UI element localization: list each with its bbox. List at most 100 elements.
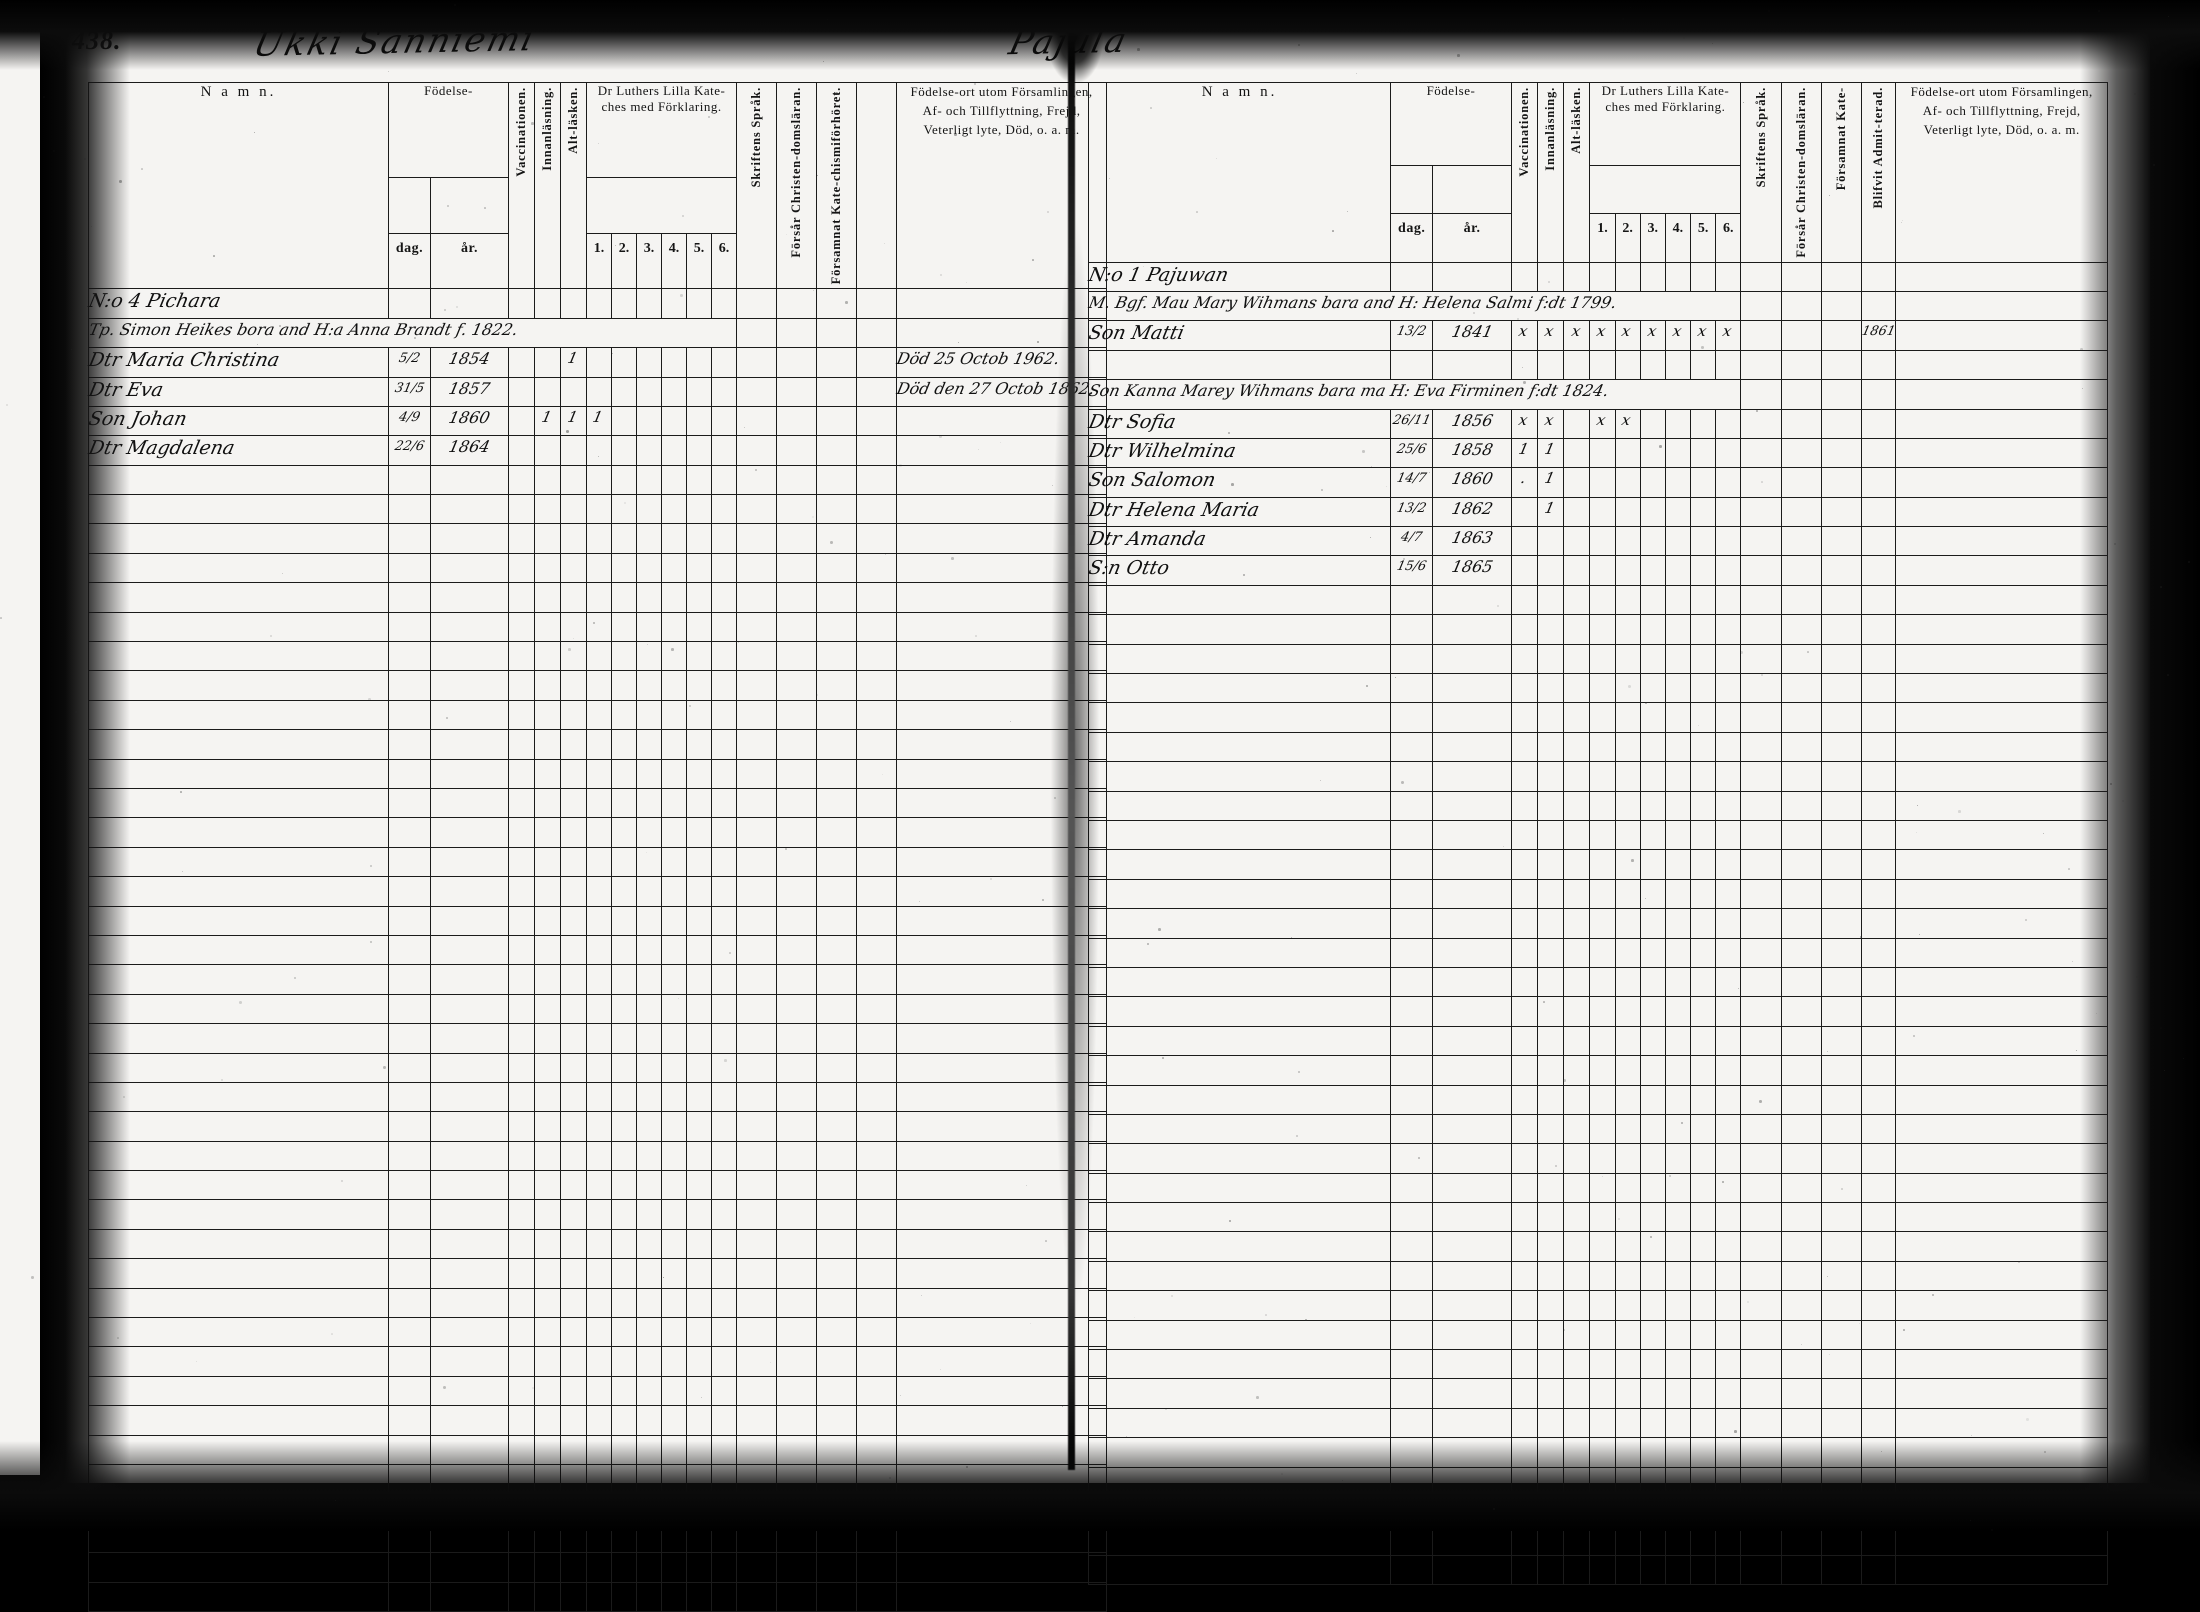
empty-cell [1390, 937, 1434, 968]
empty-cell [1861, 1231, 1897, 1262]
empty-cell [1589, 878, 1616, 910]
empty-cell [1820, 1055, 1863, 1086]
empty-cell [776, 464, 818, 496]
empty-cell [636, 494, 662, 525]
empty-cell [1087, 1437, 1392, 1468]
row-skr [1740, 555, 1782, 586]
empty-cell [1639, 1525, 1666, 1556]
empty-cell [586, 934, 612, 966]
empty-cell [1715, 1113, 1742, 1145]
row-skr [1740, 408, 1782, 439]
empty-cell [1639, 849, 1666, 880]
empty-cell [661, 1522, 687, 1554]
empty-cell [856, 1199, 898, 1230]
empty-cell [88, 993, 389, 1025]
empty-cell [686, 1228, 712, 1260]
empty-cell [736, 846, 778, 878]
empty-cell [1895, 1407, 2108, 1439]
empty-cell [1740, 1525, 1782, 1556]
empty-cell [1087, 1260, 1392, 1292]
row-innanlasning [1537, 555, 1565, 586]
empty-cell [1689, 966, 1717, 998]
header-katekes-4-right: 4. [1664, 213, 1692, 263]
row-blf [1861, 437, 1897, 469]
handwritten-entry: x [1517, 410, 1532, 429]
empty-cell [1780, 1172, 1822, 1204]
row-fch [1780, 555, 1822, 586]
empty-cell [508, 1552, 535, 1583]
empty-cell [1639, 1378, 1666, 1409]
row-katekes-3 [636, 347, 662, 378]
handwritten-entry: 1 [565, 349, 582, 368]
empty-cell [710, 670, 738, 701]
right-register-table: N a m n. Födelse- Vaccinationen. Innanlä… [1087, 82, 2108, 1586]
empty-cell [88, 1434, 389, 1465]
row-katekes-2 [611, 435, 637, 466]
empty-cell [430, 494, 509, 525]
empty-cell [1614, 1143, 1641, 1174]
empty-cell [1563, 1084, 1591, 1115]
empty-cell [1432, 849, 1512, 880]
empty-cell [896, 552, 1108, 584]
empty-cell [816, 699, 858, 731]
empty-cell [534, 1552, 561, 1583]
handwritten-entry: 1862 [1449, 498, 1495, 518]
row-blf: 1861 [1861, 320, 1897, 351]
empty-cell [88, 1111, 389, 1142]
empty-cell [1563, 878, 1591, 910]
empty-cell [1664, 731, 1692, 763]
empty-cell [388, 993, 431, 1025]
empty-cell [611, 1287, 637, 1319]
empty-cell [560, 1375, 587, 1407]
empty-cell [586, 876, 612, 907]
row-katekes-4 [1664, 526, 1692, 557]
empty-cell [1563, 1172, 1591, 1204]
empty-cell [1689, 1113, 1717, 1145]
empty-cell [1563, 1260, 1591, 1292]
row-fch [1780, 467, 1822, 498]
row-skr [736, 317, 778, 349]
row-katekes-6 [710, 435, 738, 466]
row-fch [1780, 320, 1822, 351]
empty-cell [430, 611, 509, 643]
empty-cell [636, 641, 662, 672]
empty-cell [508, 494, 535, 525]
empty-cell [1780, 1525, 1822, 1556]
empty-cell [1820, 790, 1863, 821]
header-katekes-5-left: 5. [686, 232, 712, 290]
table-row: Tp. Simon Heikes bora and H:a Anna Brand… [87, 317, 1108, 349]
empty-cell [560, 876, 587, 907]
row-katekes-5 [686, 347, 712, 378]
empty-cell [1563, 1319, 1591, 1351]
empty-cell [710, 1228, 738, 1260]
empty-cell [1820, 643, 1863, 675]
empty-cell [1820, 908, 1863, 939]
row-blank [856, 317, 898, 349]
empty-cell [1614, 1113, 1641, 1145]
row-fch [776, 376, 818, 407]
empty-cell [1780, 1231, 1822, 1262]
empty-cell [508, 670, 535, 701]
empty-cell [534, 1081, 561, 1113]
handwritten-entry: 13/2 [1395, 500, 1428, 516]
empty-cell [1537, 1319, 1565, 1351]
empty-cell [560, 817, 587, 848]
row-blank [856, 405, 898, 437]
row-katekes-5 [686, 288, 712, 319]
empty-cell [1715, 1143, 1742, 1174]
empty-cell [1895, 1231, 2108, 1262]
empty-cell [1614, 1260, 1641, 1292]
empty-cell [534, 846, 561, 878]
empty-cell [661, 1081, 687, 1113]
empty-cell [1510, 1260, 1539, 1292]
empty-cell [1861, 1554, 1897, 1586]
empty-cell [1715, 673, 1742, 704]
row-katekes-5 [1689, 467, 1717, 498]
empty-cell [1390, 1554, 1434, 1586]
row-skr [1740, 349, 1782, 381]
empty-cell [508, 1405, 535, 1436]
empty-cell [1614, 1525, 1641, 1556]
empty-cell [1589, 1407, 1616, 1439]
row-dag: 26/11 [1390, 408, 1434, 439]
empty-cell [1510, 908, 1539, 939]
